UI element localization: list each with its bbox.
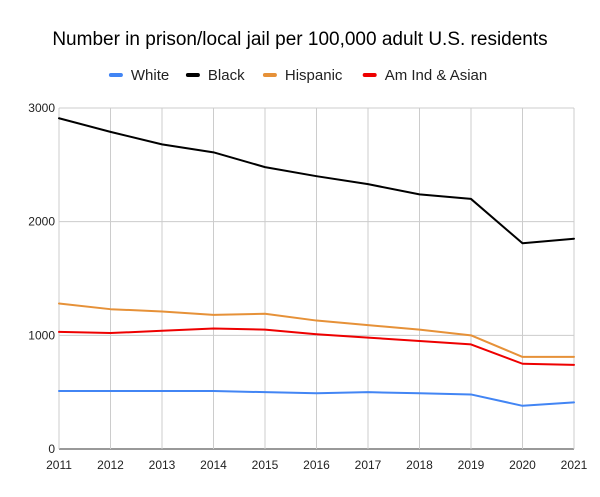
legend-swatch — [362, 73, 377, 77]
legend-item: Am Ind & Asian — [362, 67, 488, 84]
x-tick-label: 2013 — [149, 458, 176, 472]
y-tick-label: 2000 — [28, 215, 55, 229]
legend-item: White — [108, 67, 169, 84]
x-tick-label: 2016 — [303, 458, 330, 472]
chart-title: Number in prison/local jail per 100,000 … — [52, 29, 547, 50]
legend-item: Black — [185, 67, 245, 84]
x-tick-label: 2020 — [509, 458, 536, 472]
series-line-white — [58, 390, 575, 407]
series-line-hispanic — [58, 302, 575, 358]
series-line-black — [58, 117, 575, 245]
x-tick-label: 2021 — [561, 458, 588, 472]
legend-label: White — [131, 67, 169, 84]
y-tick-label: 1000 — [28, 328, 55, 342]
y-tick-label: 3000 — [28, 101, 55, 115]
axis-ticks: 0 1000 2000 3000 2011 2012 2013 2014 2015 2016 201… — [28, 101, 587, 472]
legend-label: Am Ind & Asian — [385, 67, 488, 84]
x-tick-label: 2014 — [200, 458, 227, 472]
series-lines — [58, 117, 575, 407]
legend-swatch — [185, 73, 200, 77]
series-line-am-ind-asian — [58, 327, 575, 366]
x-tick-label: 2018 — [406, 458, 433, 472]
chart-grid — [58, 107, 575, 450]
x-tick-label: 2012 — [97, 458, 124, 472]
x-tick-label: 2011 — [46, 458, 72, 472]
legend-swatch — [262, 73, 277, 77]
x-tick-label: 2017 — [355, 458, 382, 472]
x-tick-label: 2019 — [458, 458, 485, 472]
legend-swatch — [108, 73, 123, 77]
legend-label: Black — [208, 67, 245, 84]
x-tick-label: 2015 — [252, 458, 279, 472]
chart-legend: White Black Hispanic Am Ind & Asian — [108, 67, 488, 84]
legend-item: Hispanic — [262, 67, 343, 84]
legend-label: Hispanic — [285, 67, 343, 84]
y-tick-label: 0 — [48, 442, 55, 456]
